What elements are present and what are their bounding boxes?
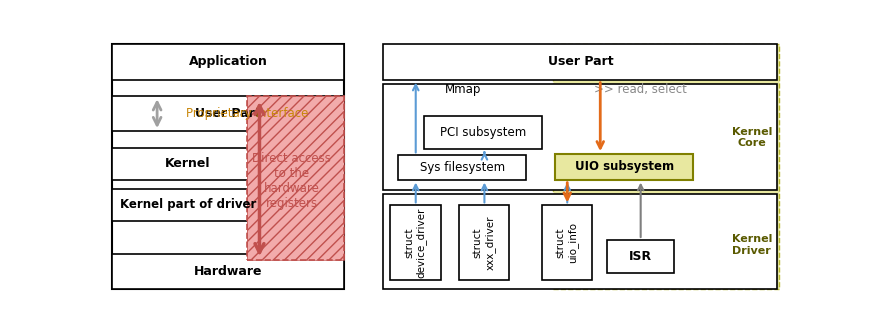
Text: struct
device_driver: struct device_driver <box>404 207 427 278</box>
Bar <box>112 96 344 131</box>
Text: UIO subsystem: UIO subsystem <box>574 161 673 173</box>
Text: PCI subsystem: PCI subsystem <box>440 126 526 139</box>
Bar <box>383 194 778 289</box>
Text: Kernel
Driver: Kernel Driver <box>732 234 772 256</box>
Bar <box>247 96 344 260</box>
Bar <box>112 254 344 289</box>
Bar <box>541 205 592 280</box>
Text: User Part: User Part <box>547 55 614 68</box>
Bar <box>555 154 693 180</box>
Bar <box>390 205 441 280</box>
Bar <box>554 44 779 289</box>
Text: ISR: ISR <box>629 250 653 263</box>
Text: Direct access
to the
hardware
registers: Direct access to the hardware registers <box>252 152 331 210</box>
Text: Kernel: Kernel <box>165 157 210 170</box>
Bar <box>424 116 541 149</box>
Text: Proprietary interface: Proprietary interface <box>186 107 308 120</box>
Text: User Part: User Part <box>196 107 261 120</box>
Bar <box>112 189 263 221</box>
Text: struct
xxx_driver: struct xxx_driver <box>473 215 495 270</box>
Text: Application: Application <box>189 55 268 68</box>
Text: Sys filesystem: Sys filesystem <box>420 161 505 174</box>
Text: >> read, select: >> read, select <box>594 84 687 97</box>
Bar <box>383 84 778 190</box>
Bar <box>383 44 778 80</box>
Bar <box>607 240 674 273</box>
Bar <box>112 44 344 80</box>
Text: Kernel
Core: Kernel Core <box>732 127 772 148</box>
Bar <box>398 155 526 180</box>
Text: Kernel part of driver: Kernel part of driver <box>120 198 256 211</box>
Bar <box>112 44 344 289</box>
Bar <box>247 96 344 260</box>
Bar <box>459 205 509 280</box>
Text: Hardware: Hardware <box>194 265 262 278</box>
Text: struct
uio_info: struct uio_info <box>555 222 578 263</box>
Bar <box>112 148 263 180</box>
Text: Mmap: Mmap <box>446 84 481 97</box>
